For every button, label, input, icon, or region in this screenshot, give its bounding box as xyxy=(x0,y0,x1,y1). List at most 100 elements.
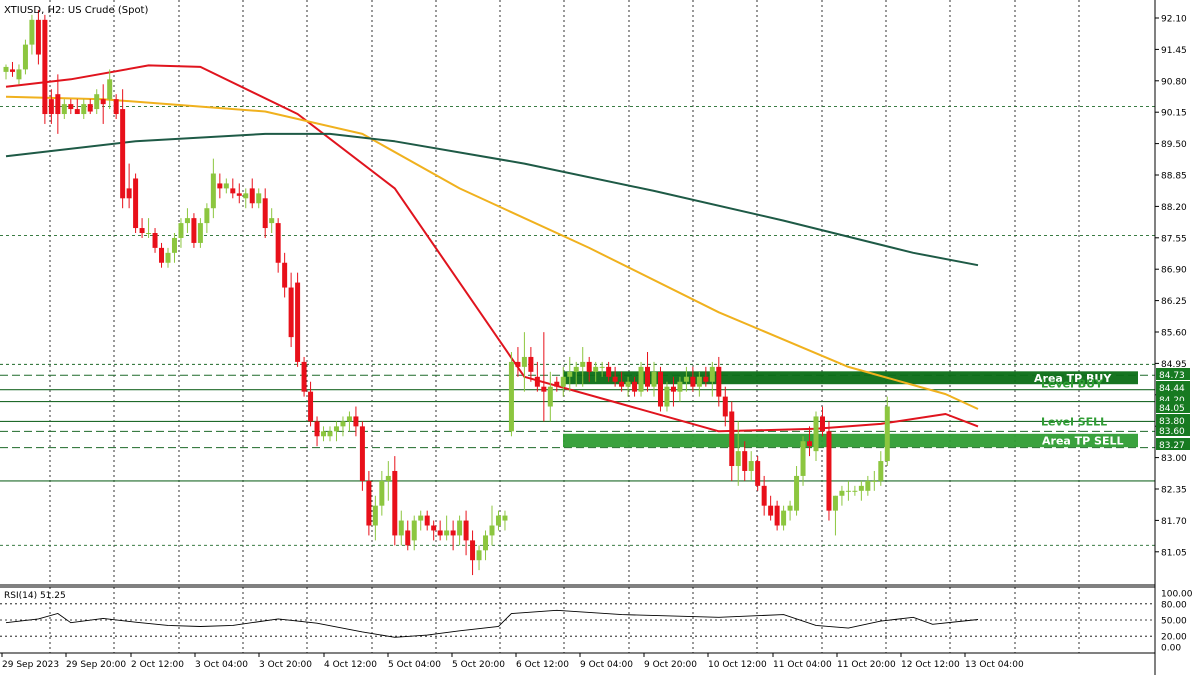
candle-body xyxy=(217,183,223,189)
candle-body xyxy=(845,490,851,492)
price-tag-label: 83.80 xyxy=(1159,417,1185,427)
candle-body xyxy=(236,193,242,196)
candle-body xyxy=(774,505,780,526)
x-tick-label: 10 Oct 12:00 xyxy=(708,660,767,670)
x-tick-label: 4 Oct 12:00 xyxy=(324,660,377,670)
candle-body xyxy=(178,223,184,238)
candle-body xyxy=(651,371,657,387)
candle-body xyxy=(768,505,774,516)
x-tick-label: 2 Oct 12:00 xyxy=(131,660,184,670)
candle-body xyxy=(191,218,197,243)
candle-body xyxy=(632,381,638,392)
candle-body xyxy=(787,505,793,511)
candle-body xyxy=(703,376,709,382)
candle-body xyxy=(210,173,216,209)
candle-body xyxy=(554,381,560,387)
candle-body xyxy=(716,366,722,397)
candle-body xyxy=(878,461,884,481)
candle-body xyxy=(107,79,113,100)
candle-body xyxy=(223,183,229,189)
candle-body xyxy=(547,386,553,407)
candle-body xyxy=(593,366,599,372)
candle-body xyxy=(100,99,106,105)
candle-body xyxy=(275,223,281,263)
candle-body xyxy=(346,416,352,422)
candle-body xyxy=(379,480,385,506)
candle-body xyxy=(839,490,845,496)
price-tag-box xyxy=(1156,424,1190,436)
candle-body xyxy=(657,371,663,407)
candle-body xyxy=(781,510,787,526)
x-tick-label: 13 Oct 04:00 xyxy=(965,660,1024,670)
x-tick-label: 12 Oct 12:00 xyxy=(901,660,960,670)
candle-body xyxy=(120,109,126,199)
candle-body xyxy=(327,431,333,437)
candle-body xyxy=(638,366,644,392)
candle-body xyxy=(333,426,339,432)
candle-body xyxy=(366,480,372,526)
x-tick-label: 29 Sep 2023 xyxy=(2,660,59,670)
candle-body xyxy=(249,188,255,204)
level-text-label: Area TP BUY xyxy=(1034,372,1112,385)
candle-body xyxy=(541,386,547,392)
candle-body xyxy=(502,515,508,521)
y-tick-label: 82.35 xyxy=(1161,486,1187,496)
candle-body xyxy=(353,416,359,427)
candle-body xyxy=(301,361,307,392)
candle-body xyxy=(9,69,15,72)
candle-body xyxy=(94,94,100,110)
candle-body xyxy=(269,218,275,224)
candle-body xyxy=(463,520,469,541)
candle-body xyxy=(683,376,689,382)
x-tick-label: 5 Oct 20:00 xyxy=(452,660,505,670)
rsi-tick-label: 80.00 xyxy=(1161,600,1187,610)
price-tag-box xyxy=(1156,368,1190,380)
candle-body xyxy=(159,247,165,263)
candle-body xyxy=(437,530,443,536)
candle-body xyxy=(826,431,832,511)
level-text-label: Level BUY xyxy=(1041,378,1104,391)
candle-body xyxy=(230,188,236,194)
candle-body xyxy=(755,461,761,486)
y-tick-label: 88.20 xyxy=(1161,203,1187,213)
candle-body xyxy=(813,416,819,452)
candle-body xyxy=(722,396,728,417)
moving-average-line xyxy=(5,95,979,410)
x-tick-label: 11 Oct 20:00 xyxy=(837,660,896,670)
candle-body xyxy=(126,188,132,199)
candle-body xyxy=(567,371,573,377)
candle-body xyxy=(807,441,813,447)
price-tag-box xyxy=(1156,401,1190,413)
symbol-label: XTIUSD, H2: US Crude (Spot) xyxy=(4,5,148,16)
candle-body xyxy=(61,104,67,115)
candle-body xyxy=(761,485,767,506)
candle-body xyxy=(495,515,501,526)
candle-body xyxy=(42,19,48,115)
candle-body xyxy=(534,376,540,387)
price-tag-label: 84.05 xyxy=(1159,404,1185,414)
y-tick-label: 81.05 xyxy=(1161,548,1187,558)
y-tick-label: 89.50 xyxy=(1161,140,1187,150)
candle-body xyxy=(282,262,288,288)
candle-body xyxy=(476,550,482,561)
rsi-tick-label: 0.00 xyxy=(1161,644,1181,654)
candle-body xyxy=(16,69,22,80)
x-tick-label: 11 Oct 04:00 xyxy=(773,660,832,670)
candle-body xyxy=(670,386,676,392)
candle-body xyxy=(204,208,210,224)
candle-body xyxy=(528,356,534,372)
candle-body xyxy=(295,282,301,362)
candle-body xyxy=(385,475,391,481)
candle-body xyxy=(424,515,430,526)
y-tick-label: 81.70 xyxy=(1161,517,1187,527)
y-tick-label: 86.90 xyxy=(1161,266,1187,276)
candle-body xyxy=(819,416,825,432)
candle-body xyxy=(133,178,139,229)
candle-body xyxy=(696,376,702,387)
candle-body xyxy=(865,480,871,491)
candle-body xyxy=(690,376,696,387)
candle-body xyxy=(742,451,748,471)
